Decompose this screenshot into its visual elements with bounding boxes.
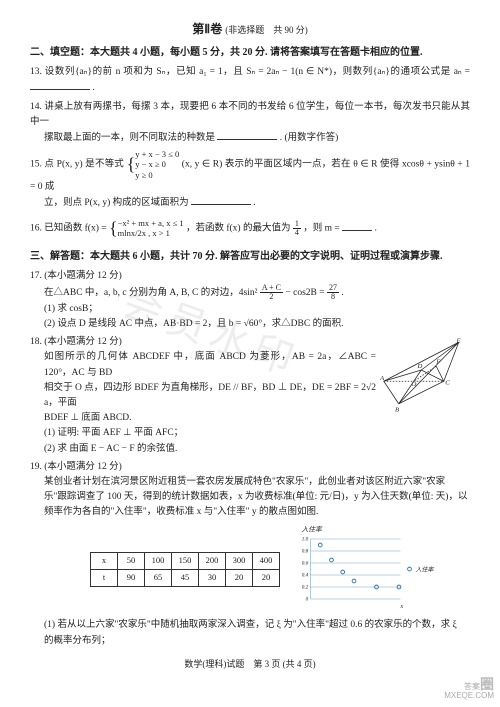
- svg-text:O: O: [412, 381, 417, 388]
- q15-l2b: .: [253, 198, 255, 208]
- svg-text:B: B: [395, 406, 399, 413]
- q16-s1: −x² + mx + a, x ≤ 1: [118, 218, 184, 228]
- svg-text:0.4: 0.4: [302, 572, 309, 579]
- q18-p2: (2) 求 由面 E − AC − F 的余弦值.: [44, 442, 470, 457]
- q16-mida: ，若函数 f(x) 的最大值为: [186, 224, 291, 234]
- y-axis-label: 入住率: [302, 526, 324, 534]
- scatter-chart: 入住率 0 0.2 0.4 0.6 0.8 1.0: [288, 524, 438, 614]
- svg-text:E: E: [456, 337, 462, 344]
- q17-p2: (2) 设点 D 是线段 AC 中点，AB·BD = 2，且 b = √60°，…: [44, 317, 470, 332]
- q14: 14. 讲桌上放有两摞书，每摞 3 本，现要把 6 本不同的书发给 6 位学生，…: [30, 100, 470, 147]
- q15: 15. 点 P(x, y) 是不等式 { y + x − 3 ≤ 0 y − x…: [30, 149, 470, 211]
- q19: 19. (本小题满分 12 分) 某创业者计划在滨河景区附近租赁一套农房发展成特…: [30, 460, 470, 649]
- q19-l0: 19. (本小题满分 12 分): [30, 460, 470, 475]
- part-title-text: 第Ⅱ卷: [192, 22, 222, 36]
- chart-row: x50100150200300400 t906545302020 入住率: [90, 524, 470, 614]
- brace-icon: {: [127, 150, 136, 179]
- brace-icon: {: [109, 214, 118, 243]
- q14-l2a: 摞取最上面的一本，则不同取法的种数是: [44, 133, 215, 143]
- q13-text: 13. 设数列{aₙ}的前 n 项和为 Sₙ，已知 a₁ = 1，且 Sₙ = …: [30, 67, 470, 77]
- table-row: x50100150200300400: [91, 553, 280, 570]
- q17-l1a: 在△ABC 中，a, b, c 分别为角 A, B, C 的对边，4sin²: [44, 288, 257, 298]
- q19-l3: 频率作为各自的"入住率"，收费标准 x 与"入住率" y 的散点图如图.: [44, 505, 470, 520]
- x-axis-label: x: [400, 604, 404, 610]
- q15-s3: y ≥ 0: [135, 170, 152, 180]
- q19-l2: 乐"跟踪调查了 100 天，得到的统计数据如表，x 为收费标准(单位: 元/日)…: [44, 490, 470, 505]
- q17-l0: 17. (本小题满分 12 分): [30, 269, 470, 284]
- q15-s2: y − x ≥ 0: [135, 159, 166, 169]
- q19-p1b: 的概率分布列；: [44, 634, 470, 649]
- q19-l1: 某创业者计划在滨河景区附近租赁一套农房发展成特色"农家乐"，此创业者对该区附近六…: [44, 475, 470, 490]
- blank: [30, 80, 90, 90]
- geometry-figure: E F D A C B O: [380, 335, 470, 420]
- svg-text:1.0: 1.0: [302, 537, 309, 543]
- table-row: t906545302020: [91, 569, 280, 586]
- q16-head: 16. 已知函数 f(x) =: [30, 224, 107, 234]
- q14-l2b: . (用数字作答): [280, 133, 339, 143]
- q19-p1a: (1) 若从以上六家"农家乐"中随机抽取两家深入调查，记 ξ 为"入住率"超过 …: [44, 620, 457, 630]
- q16-s2: mlnx/2x , x > 1: [118, 228, 170, 238]
- q15-head: 15. 点 P(x, y) 是不等式: [30, 160, 124, 170]
- q16: 16. 已知函数 f(x) = { −x² + mx + a, x ≤ 1 ml…: [30, 214, 470, 243]
- q18: E F D A C B O 18. (本小题满分 12 分) 如图所示的几何体 …: [30, 335, 470, 457]
- q17-l1c: .: [341, 288, 343, 298]
- q17-l1b: − cos2B =: [285, 288, 324, 298]
- svg-text:C: C: [445, 379, 450, 386]
- q16-midb: ，则 m =: [303, 224, 340, 234]
- blank: [217, 130, 277, 140]
- corner-watermark: 答案圈 MXEQE.COM: [444, 677, 494, 701]
- q14-l1: 14. 讲桌上放有两摞书，每摞 3 本，现要把 6 本不同的书发给 6 位学生，…: [30, 100, 470, 130]
- svg-text:0.6: 0.6: [302, 561, 309, 567]
- q13-end: .: [92, 83, 94, 93]
- blank: [191, 195, 251, 205]
- blank: [342, 221, 372, 231]
- svg-text:F: F: [435, 358, 441, 365]
- data-table: x50100150200300400 t906545302020: [90, 552, 280, 586]
- svg-text:0: 0: [306, 597, 309, 603]
- part-subtitle: (非选择题 共 90 分): [225, 25, 308, 35]
- q16-midc: .: [374, 224, 376, 234]
- section2-head: 二、填空题：本大题共 4 小题，每小题 5 分，共 20 分. 请将答案填写在答…: [30, 45, 470, 61]
- q15-l2a: 立，则点 P(x, y) 构成的区域面积为: [44, 198, 189, 208]
- part-title: 第Ⅱ卷 (非选择题 共 90 分): [30, 20, 470, 39]
- q18-p1: (1) 证明: 平面 AEF ⊥ 平面 AFC；: [44, 426, 470, 441]
- q13: 13. 设数列{aₙ}的前 n 项和为 Sₙ，已知 a₁ = 1，且 Sₙ = …: [30, 65, 470, 96]
- section3-head: 三、解答题：本大题共 6 小题，共计 70 分. 解答应写出必要的文字说明、证明…: [30, 249, 470, 265]
- svg-text:0.2: 0.2: [302, 585, 309, 591]
- svg-text:入住率: 入住率: [416, 566, 435, 574]
- page-footer: 数学(理科)试题 第 3 页 (共 4 页): [30, 657, 470, 671]
- svg-text:0.8: 0.8: [302, 549, 309, 555]
- svg-text:D: D: [417, 363, 423, 370]
- legend: 入住率: [408, 566, 435, 574]
- q17-p1: (1) 求 cosB；: [44, 302, 470, 317]
- q15-s1: y + x − 3 ≤ 0: [135, 149, 179, 159]
- page-content: 第Ⅱ卷 (非选择题 共 90 分) 二、填空题：本大题共 4 小题，每小题 5 …: [0, 0, 500, 681]
- q17: 17. (本小题满分 12 分) 在△ABC 中，a, b, c 分别为角 A,…: [30, 269, 470, 332]
